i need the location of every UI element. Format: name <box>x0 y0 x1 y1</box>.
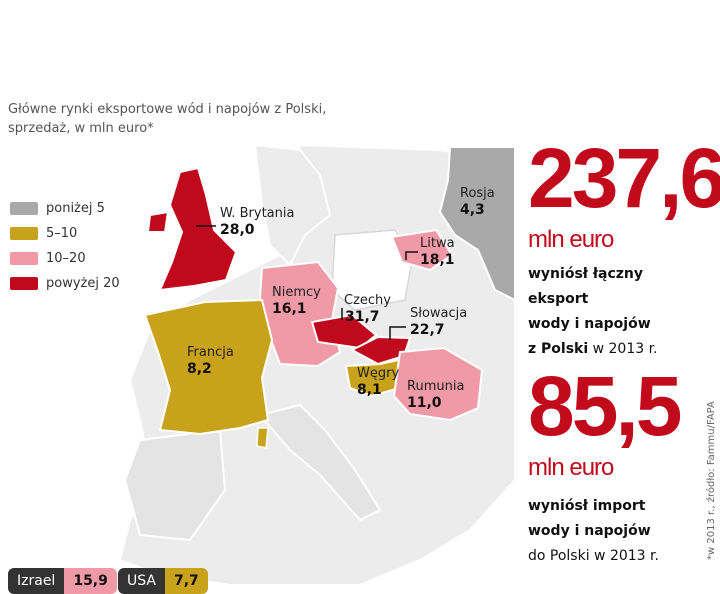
italy-land <box>258 403 382 522</box>
legend-label: poniżej 5 <box>46 201 105 216</box>
legend-item: 5–10 <box>10 221 120 246</box>
legend-label: 10–20 <box>46 251 86 266</box>
export-unit: mln euro <box>528 226 614 253</box>
import-desc-line-3: do Polski w 2013 r. <box>528 548 659 564</box>
ireland-region <box>146 210 170 233</box>
usa-badge: USA 7,7 <box>118 568 208 594</box>
label-hungary: Węgry 8,1 <box>357 365 399 399</box>
label-russia: Rosja 4,3 <box>460 185 495 219</box>
source-note: *w 2013 r., źródło: Fammu/FAPA <box>706 401 717 560</box>
subtitle-line-2: sprzedaż, w mln euro* <box>8 121 154 136</box>
import-value: 85,5 <box>528 359 682 453</box>
country-name: Rosja <box>460 186 495 201</box>
lithuania-region <box>390 228 454 272</box>
legend: poniżej 5 5–10 10–20 powyżej 20 <box>10 196 120 296</box>
country-value: 11,0 <box>407 395 442 411</box>
import-unit: mln euro <box>528 454 614 481</box>
subtitle-line-1: Główne rynki eksportowe wód i napojów z … <box>8 102 327 117</box>
legend-label: powyżej 20 <box>46 276 120 291</box>
country-value: 31,7 <box>345 309 380 325</box>
import-desc-line-1: wyniósł import <box>528 498 646 514</box>
country-name: W. Brytania <box>220 206 295 221</box>
country-name: Węgry <box>357 366 400 381</box>
import-desc-line-2: wody i napojów <box>528 523 651 539</box>
legend-item: powyżej 20 <box>10 271 120 296</box>
russia-region <box>438 146 516 302</box>
legend-label: 5–10 <box>46 226 78 241</box>
country-name: Litwa <box>420 236 455 251</box>
uk-region <box>158 166 238 292</box>
lithuania-leader-line <box>405 251 418 260</box>
export-value: 237,6 <box>528 131 720 225</box>
country-name: Francja <box>187 345 234 360</box>
legend-swatch <box>10 252 38 265</box>
badge-value: 7,7 <box>164 568 208 594</box>
export-desc-line-2: wody i napojów <box>528 316 651 332</box>
country-name: Słowacja <box>410 306 468 321</box>
legend-swatch <box>10 277 38 290</box>
country-value: 8,2 <box>187 361 212 377</box>
import-description: wyniósł import wody i napojów do Polski … <box>528 494 708 569</box>
map-subtitle: Główne rynki eksportowe wód i napojów z … <box>8 100 328 138</box>
country-value: 16,1 <box>272 301 307 317</box>
country-value: 4,3 <box>460 202 485 218</box>
israel-badge: Izrael 15,9 <box>8 568 117 594</box>
legend-item: 10–20 <box>10 246 120 271</box>
country-name: Czechy <box>344 293 391 308</box>
label-germany: Niemcy 16,1 <box>272 284 321 318</box>
legend-swatch <box>10 227 38 240</box>
badge-name: USA <box>118 568 165 594</box>
slovakia-leader-line <box>389 326 406 340</box>
badge-name: Izrael <box>8 568 65 594</box>
corsica-region <box>256 427 269 449</box>
label-romania: Rumunia 11,0 <box>407 378 464 412</box>
export-desc-line-1: wyniósł łączny eksport <box>528 266 644 307</box>
export-description: wyniósł łączny eksport wody i napojów z … <box>528 262 708 362</box>
slovakia-region <box>349 335 412 366</box>
label-czech: Czechy 31,7 <box>344 292 391 326</box>
legend-item: poniżej 5 <box>10 196 120 221</box>
legend-swatch <box>10 202 38 215</box>
label-france: Francja 8,2 <box>187 344 234 378</box>
export-desc-line-3-rest: w 2013 r. <box>588 341 658 357</box>
scandinavia-land <box>253 143 332 267</box>
country-value: 18,1 <box>420 252 455 268</box>
export-desc-line-3-bold: z Polski <box>528 341 589 357</box>
label-slovakia: Słowacja 22,7 <box>410 305 467 339</box>
romania-region <box>392 346 484 422</box>
country-value: 22,7 <box>410 322 445 338</box>
label-uk: W. Brytania 28,0 <box>220 205 294 239</box>
label-lithuania: Litwa 18,1 <box>420 235 455 269</box>
badge-value: 15,9 <box>64 568 117 594</box>
country-name: Niemcy <box>272 285 321 300</box>
france-region <box>143 298 274 436</box>
country-value: 8,1 <box>357 382 382 398</box>
country-name: Rumunia <box>407 379 465 394</box>
country-value: 28,0 <box>220 222 255 238</box>
